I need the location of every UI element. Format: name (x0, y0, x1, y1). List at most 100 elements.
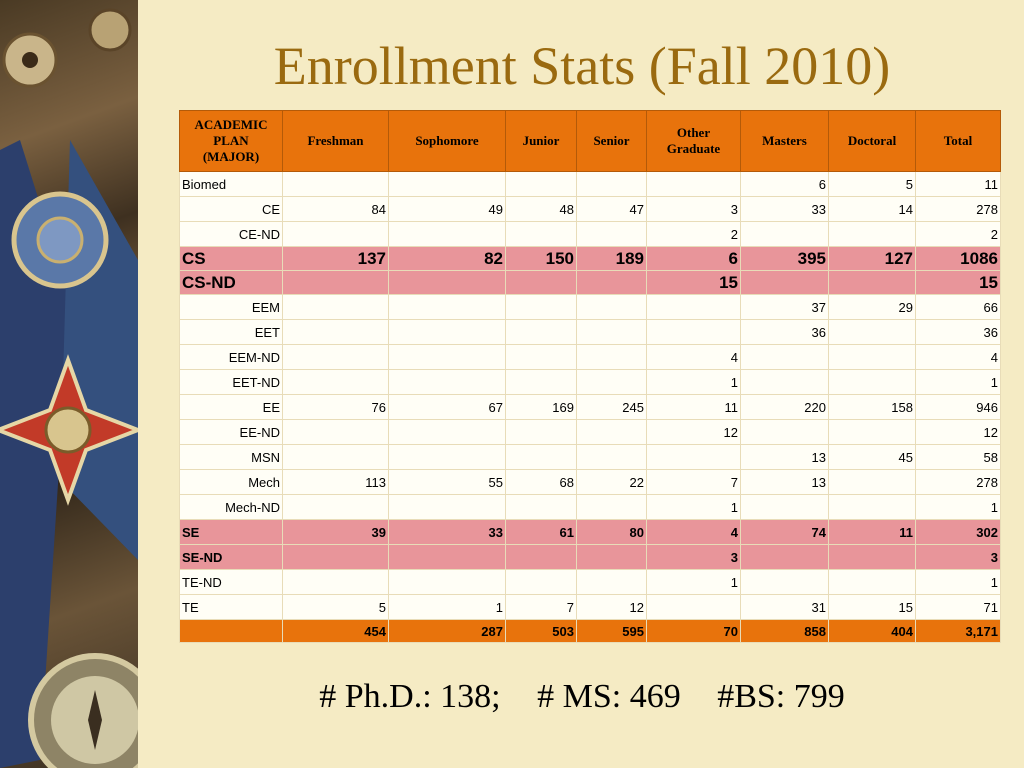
plan-name-cell: SE-ND (179, 544, 283, 570)
table-row: MSN 13 45 58 (179, 444, 1001, 470)
value-cell-sophomore (388, 369, 506, 395)
value-cell-doctoral (828, 221, 916, 247)
plan-name-cell: CS (179, 246, 283, 271)
value-cell-masters: 395 (740, 246, 829, 271)
totals-label-cell (179, 619, 283, 643)
value-cell-senior: 12 (576, 594, 647, 620)
value-cell-total: 278 (915, 469, 1001, 495)
header-masters: Masters (740, 110, 829, 172)
table-row: EEM 37 29 66 (179, 294, 1001, 320)
plan-name-cell: CE-ND (179, 221, 283, 247)
value-cell-total: 302 (915, 519, 1001, 545)
plan-name-cell: SE (179, 519, 283, 545)
decorative-sidebar-image (0, 0, 138, 768)
plan-name-cell: EEM-ND (179, 344, 283, 370)
value-cell-freshman (282, 344, 389, 370)
table-row: CS 137 82 150 189 6 395 127 1086 (179, 246, 1001, 271)
value-cell-doctoral (828, 569, 916, 595)
value-cell-junior (505, 221, 577, 247)
value-cell-junior (505, 171, 577, 197)
value-cell-doctoral (828, 494, 916, 520)
table-row: TE 5 1 7 12 31 15 71 (179, 594, 1001, 620)
value-cell-freshman (282, 369, 389, 395)
value-cell-junior (505, 544, 577, 570)
value-cell-freshman (282, 221, 389, 247)
value-cell-sophomore (388, 419, 506, 445)
table-row: EE-ND 12 12 (179, 419, 1001, 445)
value-cell-senior (576, 221, 647, 247)
bs-count: #BS: 799 (717, 678, 845, 715)
value-cell-senior (576, 344, 647, 370)
value-cell-doctoral (828, 344, 916, 370)
value-cell-junior: 61 (505, 519, 577, 545)
value-cell-other-graduate: 1 (646, 369, 741, 395)
value-cell-freshman: 84 (282, 196, 389, 222)
value-cell-junior (505, 294, 577, 320)
value-cell-other-graduate: 15 (646, 270, 741, 295)
value-cell-other-graduate: 7 (646, 469, 741, 495)
value-cell-sophomore: 33 (388, 519, 506, 545)
value-cell-senior: 189 (576, 246, 647, 271)
plan-name-cell: EEM (179, 294, 283, 320)
value-cell-senior (576, 419, 647, 445)
table-row: SE-ND 3 3 (179, 544, 1001, 570)
value-cell-doctoral: 158 (828, 394, 916, 420)
value-cell-sophomore: 1 (388, 594, 506, 620)
table-row: SE 39 33 61 80 4 74 11 302 (179, 519, 1001, 545)
plan-name-cell: CS-ND (179, 270, 283, 295)
value-cell-sophomore (388, 294, 506, 320)
value-cell-sophomore: 67 (388, 394, 506, 420)
table-header-row: ACADEMIC PLAN (MAJOR) Freshman Sophomore… (179, 110, 1001, 172)
value-cell-freshman: 39 (282, 519, 389, 545)
value-cell-senior (576, 569, 647, 595)
table-row: Mech-ND 1 1 (179, 494, 1001, 520)
value-cell-sophomore (388, 494, 506, 520)
value-cell-other-graduate (646, 171, 741, 197)
value-cell-masters (740, 369, 829, 395)
value-cell-sophomore (388, 270, 506, 295)
value-cell-freshman (282, 171, 389, 197)
value-cell-masters (740, 344, 829, 370)
value-cell-total: 1 (915, 369, 1001, 395)
value-cell-freshman: 5 (282, 594, 389, 620)
value-cell-other-graduate: 3 (646, 196, 741, 222)
table-row: EE 76 67 169 245 11 220 158 946 (179, 394, 1001, 420)
value-cell-junior (505, 494, 577, 520)
plan-name-cell: Biomed (179, 171, 283, 197)
value-cell-total: 36 (915, 319, 1001, 345)
value-cell-doctoral (828, 544, 916, 570)
value-cell-doctoral (828, 270, 916, 295)
medal-compass-illustration (0, 8, 138, 768)
value-cell-junior: 169 (505, 394, 577, 420)
value-cell-total: 1 (915, 569, 1001, 595)
value-cell-freshman: 113 (282, 469, 389, 495)
header-senior: Senior (576, 110, 647, 172)
total-cell-freshman: 454 (282, 619, 389, 643)
table-row: Mech 113 55 68 22 7 13 278 (179, 469, 1001, 495)
value-cell-total: 1 (915, 494, 1001, 520)
value-cell-senior (576, 270, 647, 295)
value-cell-masters (740, 419, 829, 445)
value-cell-junior: 68 (505, 469, 577, 495)
value-cell-masters: 13 (740, 444, 829, 470)
phd-count: # Ph.D.: 138; (319, 678, 501, 715)
value-cell-doctoral: 11 (828, 519, 916, 545)
value-cell-freshman (282, 494, 389, 520)
value-cell-sophomore: 55 (388, 469, 506, 495)
value-cell-masters: 37 (740, 294, 829, 320)
value-cell-freshman: 137 (282, 246, 389, 271)
value-cell-masters (740, 569, 829, 595)
value-cell-junior: 48 (505, 196, 577, 222)
value-cell-total: 2 (915, 221, 1001, 247)
value-cell-other-graduate (646, 444, 741, 470)
value-cell-junior (505, 444, 577, 470)
value-cell-total: 1086 (915, 246, 1001, 271)
value-cell-total: 71 (915, 594, 1001, 620)
header-junior: Junior (505, 110, 577, 172)
value-cell-freshman (282, 569, 389, 595)
value-cell-other-graduate: 2 (646, 221, 741, 247)
plan-name-cell: TE (179, 594, 283, 620)
total-cell-sophomore: 287 (388, 619, 506, 643)
value-cell-other-graduate: 11 (646, 394, 741, 420)
value-cell-senior (576, 171, 647, 197)
